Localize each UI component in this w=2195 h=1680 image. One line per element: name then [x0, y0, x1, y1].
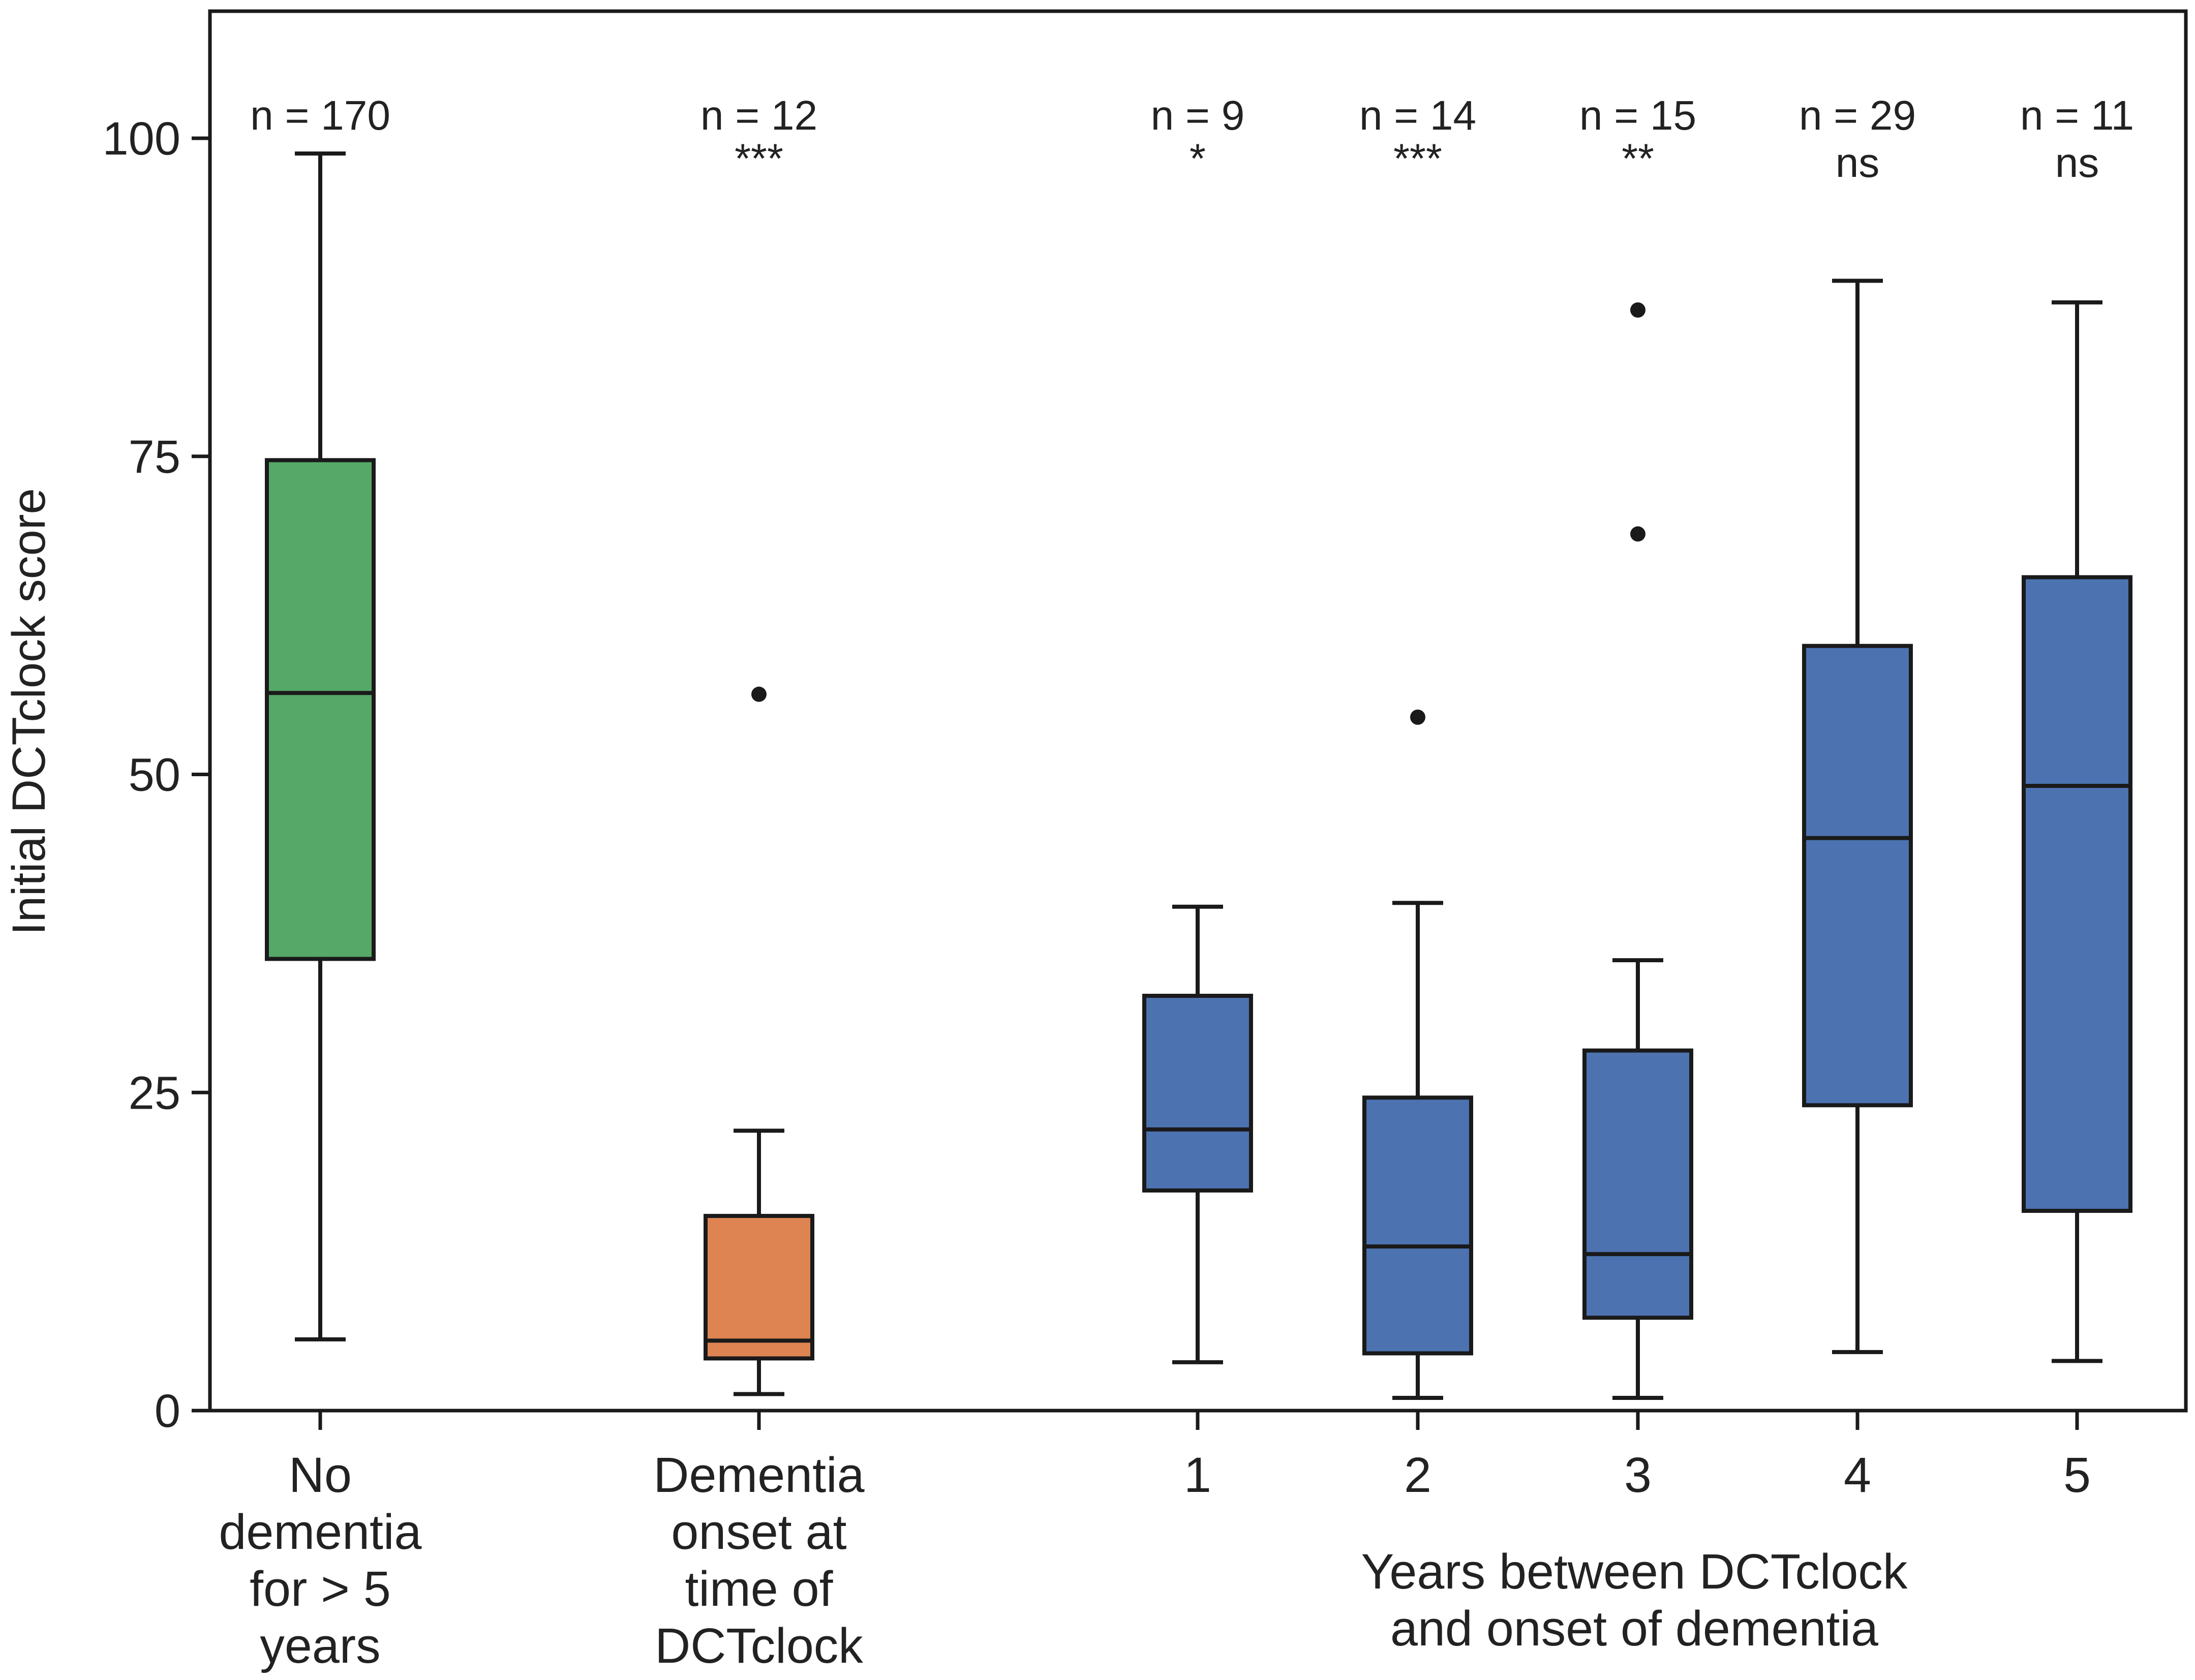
x-axis-title-line-2: and onset of dementia [1390, 1601, 1878, 1656]
sample-size-label: n = 170 [250, 93, 390, 139]
sample-size-label: n = 11 [2020, 93, 2134, 139]
category-label-line: onset at [671, 1504, 846, 1560]
category-label-line: time of [685, 1561, 833, 1616]
significance-label: * [1190, 136, 1206, 182]
significance-label: *** [735, 136, 783, 182]
category-label-line: for > 5 [250, 1561, 391, 1616]
y-tick-label: 50 [129, 749, 180, 801]
box-group [1582, 302, 1693, 1400]
y-tick-label: 0 [155, 1385, 180, 1437]
box-group [2022, 300, 2132, 1363]
box-group [1142, 904, 1253, 1364]
sample-size-label: n = 14 [1359, 93, 1476, 139]
x-axis-title-line-1: Years between DCTclock [1361, 1544, 1908, 1599]
category-label-line: DCTclock [655, 1618, 863, 1673]
outlier-point [1410, 709, 1425, 725]
iqr-box [2022, 575, 2132, 1213]
iqr-box [704, 1214, 814, 1361]
iqr-box [1582, 1048, 1693, 1320]
category-label-line: 5 [2063, 1447, 2091, 1503]
y-tick-label: 75 [129, 431, 180, 483]
sample-size-label: n = 15 [1579, 93, 1696, 139]
box-group [1802, 279, 1913, 1354]
y-tick-label: 25 [129, 1067, 180, 1119]
category-label-line: dementia [219, 1504, 421, 1560]
box-group [704, 686, 814, 1396]
category-label-line: 4 [1844, 1447, 1871, 1503]
iqr-box [1362, 1095, 1473, 1356]
sample-size-label: n = 9 [1151, 93, 1245, 139]
box-group [1362, 709, 1473, 1400]
significance-label: ns [2055, 140, 2099, 186]
significance-label: ns [1836, 140, 1880, 186]
iqr-box [1802, 644, 1913, 1108]
category-label-line: No [289, 1447, 352, 1503]
iqr-box [265, 458, 376, 961]
category-label-line: years [260, 1618, 380, 1673]
significance-label: ** [1622, 136, 1654, 182]
outlier-point [1630, 302, 1645, 318]
category-label-line: 3 [1624, 1447, 1652, 1503]
iqr-box [1142, 994, 1253, 1193]
sample-size-label: n = 29 [1799, 93, 1916, 139]
boxes-layer [265, 151, 2132, 1400]
y-tick-label: 100 [103, 113, 181, 165]
outlier-point [751, 686, 767, 702]
category-label-line: Dementia [653, 1447, 864, 1503]
category-label-line: 2 [1404, 1447, 1431, 1503]
axis-layer: 0 25 50 75 100 [103, 9, 2188, 1437]
box-group [265, 151, 376, 1341]
significance-label: *** [1393, 136, 1442, 182]
sample-size-label: n = 12 [700, 93, 817, 139]
y-axis-title: Initial DCTclock score [3, 488, 55, 935]
outlier-point [1630, 526, 1645, 542]
category-label-line: 1 [1184, 1447, 1211, 1503]
